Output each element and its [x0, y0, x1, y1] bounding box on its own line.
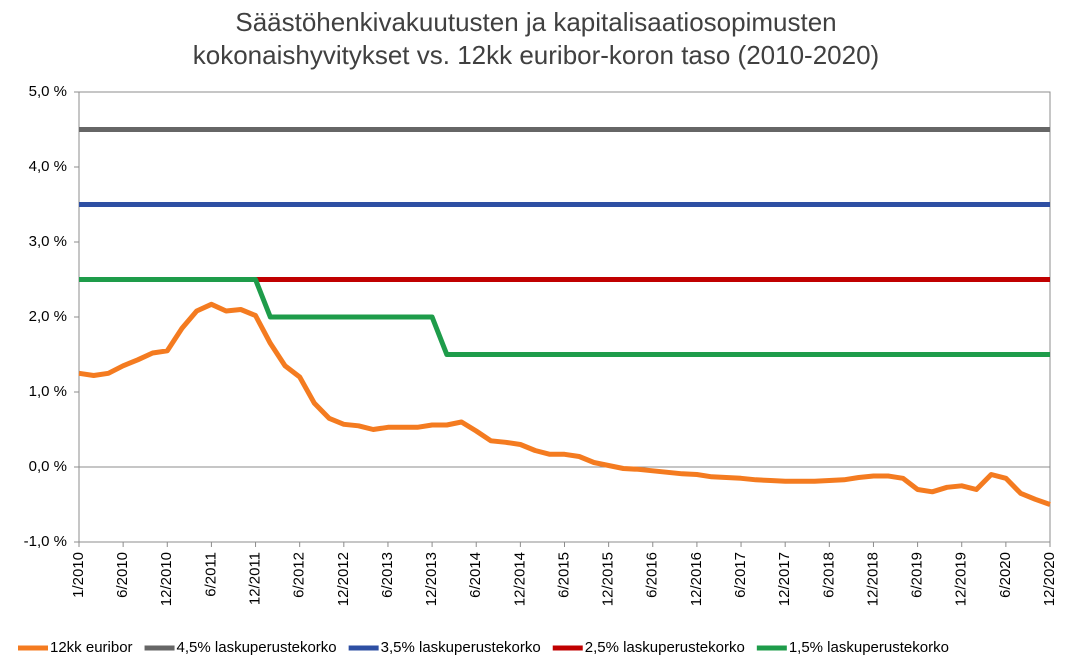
x-tick-label: 6/2012 [291, 552, 308, 598]
x-tick-label: 12/2020 [1041, 552, 1058, 606]
legend-label: 2,5% laskuperustekorko [585, 639, 745, 656]
legend-label: 1,5% laskuperustekorko [789, 639, 949, 656]
x-tick-label: 6/2019 [909, 552, 926, 598]
x-tick-label: 12/2013 [423, 552, 440, 606]
y-tick-label: 2,0 % [29, 308, 67, 325]
x-tick-label: 12/2012 [335, 552, 352, 606]
x-tick-label: 12/2010 [158, 552, 175, 606]
series-line [79, 277, 1050, 357]
x-tick-label: 6/2015 [555, 552, 572, 598]
y-tick-label: 3,0 % [29, 233, 67, 250]
plot-area [78, 91, 1051, 543]
series-line [78, 301, 1051, 507]
x-tick-label: 6/2020 [997, 552, 1014, 598]
x-tick-label: 6/2017 [732, 552, 749, 598]
y-tick-label: 0,0 % [29, 458, 67, 475]
x-tick-label: 6/2013 [379, 552, 396, 598]
x-tick-label: 12/2018 [864, 552, 881, 606]
x-tick-label: 12/2011 [247, 552, 264, 605]
x-tick-label: 6/2018 [820, 552, 837, 598]
chart-title: Säästöhenkivakuutusten ja kapitalisaatio… [192, 7, 880, 70]
x-tick-label: 12/2019 [953, 552, 970, 606]
x-tick-label: 6/2014 [467, 552, 484, 598]
x-tick-label: 12/2016 [688, 552, 705, 606]
legend-label: 12kk euribor [50, 639, 133, 656]
x-tick-label: 1/2010 [70, 552, 87, 598]
x-tick-label: 12/2017 [776, 552, 793, 606]
x-tick-label: 6/2010 [114, 552, 131, 598]
legend-label: 4,5% laskuperustekorko [177, 639, 337, 656]
x-tick-label: 12/2015 [600, 552, 617, 606]
y-tick-label: 5,0 % [29, 83, 67, 100]
x-tick-label: 12/2014 [511, 552, 528, 606]
x-tick-label: 6/2011 [202, 552, 219, 597]
y-tick-label: 4,0 % [29, 158, 67, 175]
y-tick-label: -1,0 % [24, 533, 67, 550]
legend-label: 3,5% laskuperustekorko [381, 639, 541, 656]
x-tick-label: 6/2016 [644, 552, 661, 598]
y-tick-label: 1,0 % [29, 383, 67, 400]
